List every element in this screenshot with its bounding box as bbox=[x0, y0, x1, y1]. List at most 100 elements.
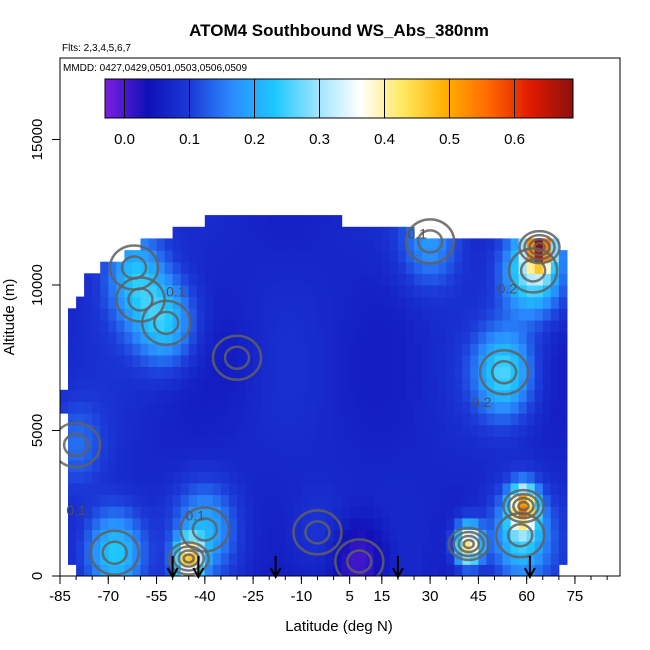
heatmap-cell bbox=[301, 215, 310, 228]
heatmap-cell bbox=[108, 378, 117, 391]
heatmap-cell bbox=[349, 436, 359, 449]
heatmap-cell bbox=[76, 506, 85, 519]
contour-line bbox=[127, 287, 154, 312]
heatmap-cell bbox=[381, 366, 391, 379]
heatmap-cell bbox=[486, 448, 495, 461]
heatmap-cell bbox=[550, 541, 560, 554]
heatmap-cell bbox=[269, 319, 278, 333]
heatmap-cell bbox=[518, 366, 528, 379]
heatmap-cell bbox=[132, 296, 141, 309]
heatmap-cell bbox=[470, 296, 479, 309]
heatmap-cell bbox=[84, 541, 93, 554]
heatmap-cell bbox=[261, 215, 270, 228]
heatmap-cell bbox=[172, 273, 182, 286]
heatmap-cell bbox=[220, 296, 230, 309]
heatmap-cell bbox=[558, 401, 568, 414]
heatmap-cell bbox=[526, 471, 536, 484]
heatmap-cell bbox=[68, 343, 77, 356]
heatmap-cell bbox=[100, 517, 109, 530]
heatmap-cell bbox=[462, 448, 471, 461]
heatmap-cell bbox=[172, 354, 182, 367]
heatmap-cell bbox=[534, 366, 544, 379]
heatmap-cell bbox=[478, 319, 487, 333]
heatmap-cell bbox=[76, 482, 85, 496]
heatmap-cell bbox=[454, 308, 463, 321]
heatmap-cell bbox=[349, 459, 359, 472]
heatmap-cell bbox=[502, 541, 512, 554]
flight-arrow bbox=[524, 556, 536, 580]
heatmap-cell bbox=[132, 308, 141, 321]
heatmap-cell bbox=[204, 564, 214, 576]
heatmap-cell bbox=[333, 250, 343, 263]
heatmap-cell bbox=[188, 226, 198, 239]
heatmap-cell bbox=[438, 482, 447, 496]
heatmap-cell bbox=[148, 517, 158, 530]
y-tick-label: 5000 bbox=[29, 414, 46, 447]
heatmap-cell bbox=[237, 261, 246, 274]
heatmap-cell bbox=[164, 319, 174, 333]
heatmap-cell bbox=[285, 273, 294, 286]
heatmap-cell bbox=[534, 517, 544, 530]
heatmap-cell bbox=[132, 482, 141, 496]
heatmap-cell bbox=[156, 448, 166, 461]
heatmap-cell bbox=[341, 308, 351, 321]
x-tick-label: -25 bbox=[242, 588, 264, 605]
heatmap-cell bbox=[510, 238, 520, 251]
heatmap-cell bbox=[373, 494, 383, 507]
heatmap-cell bbox=[414, 494, 423, 507]
heatmap-cell bbox=[550, 482, 560, 496]
heatmap-cell bbox=[108, 401, 117, 414]
heatmap-cell bbox=[253, 552, 262, 565]
heatmap-cell bbox=[357, 424, 367, 437]
heatmap-cell bbox=[381, 494, 391, 507]
contour-label: 0.1 bbox=[185, 508, 205, 524]
heatmap-cell bbox=[502, 482, 512, 496]
heatmap-cell bbox=[237, 331, 246, 344]
heatmap-cell bbox=[550, 401, 560, 414]
heatmap-cell bbox=[277, 482, 286, 496]
heatmap-cell bbox=[365, 494, 375, 507]
heatmap-cell bbox=[550, 448, 560, 461]
heatmap-cell bbox=[124, 482, 133, 496]
heatmap-cell bbox=[212, 319, 222, 333]
heatmap-cell bbox=[76, 552, 85, 565]
heatmap-cell bbox=[156, 494, 166, 507]
heatmap-cell bbox=[325, 354, 335, 367]
heatmap-cell bbox=[534, 424, 544, 437]
contour-line bbox=[478, 349, 530, 396]
heatmap-cell bbox=[132, 529, 141, 542]
heatmap-cell bbox=[237, 273, 246, 286]
heatmap-cell bbox=[381, 471, 391, 484]
heatmap-cell bbox=[422, 517, 431, 530]
heatmap-cell bbox=[325, 564, 335, 576]
heatmap-cell bbox=[108, 436, 117, 449]
heatmap-cell bbox=[502, 506, 512, 519]
heatmap-cell bbox=[325, 343, 335, 356]
heatmap-cell bbox=[116, 424, 125, 437]
heatmap-cell bbox=[406, 238, 415, 251]
heatmap-cell bbox=[502, 529, 512, 542]
heatmap-cell bbox=[365, 541, 375, 554]
heatmap-cell bbox=[430, 401, 439, 414]
heatmap-cell bbox=[140, 424, 150, 437]
heatmap-cell bbox=[325, 308, 335, 321]
heatmap-cell bbox=[478, 343, 487, 356]
heatmap-cell bbox=[325, 494, 335, 507]
heatmap-cell bbox=[92, 319, 101, 333]
flight-arrow bbox=[269, 556, 282, 580]
heatmap-cell bbox=[277, 471, 286, 484]
heatmap-cell bbox=[116, 273, 125, 286]
heatmap-cell bbox=[558, 517, 568, 530]
heatmap-cell bbox=[60, 389, 69, 402]
heatmap-cell bbox=[156, 459, 166, 472]
heatmap-cell bbox=[132, 517, 141, 530]
heatmap-cell bbox=[108, 459, 117, 472]
heatmap-cell bbox=[462, 378, 471, 391]
heatmap-cell bbox=[285, 471, 294, 484]
heatmap-cell bbox=[430, 273, 439, 286]
heatmap-cell bbox=[478, 494, 487, 507]
heatmap-cell bbox=[285, 389, 294, 402]
heatmap-cell bbox=[212, 285, 222, 298]
heatmap-cell bbox=[220, 506, 230, 519]
heatmap-cell bbox=[124, 343, 133, 356]
